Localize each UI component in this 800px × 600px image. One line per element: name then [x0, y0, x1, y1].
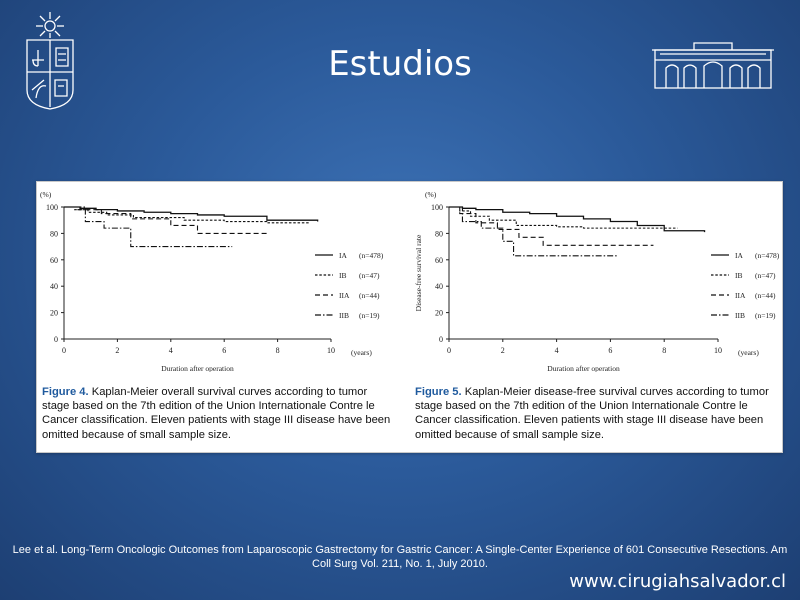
legend-label-iib: IIB: [735, 311, 745, 320]
website-url: www.cirugiahsalvador.cl: [569, 571, 786, 592]
x-tick-label: 6: [608, 346, 612, 355]
x-tick-label: 10: [714, 346, 722, 355]
x-tick-label: 8: [662, 346, 666, 355]
series-line-ib: [64, 206, 310, 224]
series-line-ia: [449, 206, 706, 233]
x-tick-label: 10: [327, 346, 335, 355]
y-tick-label: 20: [50, 309, 58, 318]
legend-label-ib: IB: [339, 271, 347, 280]
figure-5-caption: Figure 5. Kaplan-Meier disease-free surv…: [415, 385, 777, 442]
series-line-iia: [64, 206, 267, 234]
overall-survival-plot: 0 20 40 60 80 100 0 2 4 6 8 10 (%) (years) Duration af…: [37, 190, 384, 372]
legend-label-iib: IIB: [339, 311, 349, 320]
y-tick-label: 60: [435, 256, 443, 265]
x-unit-label: (years): [738, 348, 759, 357]
x-tick-label: 4: [169, 346, 173, 355]
citation: Lee et al. Long-Term Oncologic Outcomes …: [12, 544, 788, 570]
legend-n-iib: (n=19): [359, 311, 380, 320]
legend-label-ia: IA: [339, 251, 347, 260]
y-tick-label: 20: [435, 309, 443, 318]
figure-panel: 0 20 40 60 80 100 0 2 4 6 8 10 (%) (years) Duration af…: [36, 181, 783, 453]
y-unit-label: (%): [40, 190, 52, 199]
legend-n-ib: (n=47): [359, 271, 380, 280]
legend-n-iia: (n=44): [755, 291, 776, 300]
y-tick-label: 100: [46, 203, 58, 212]
y-axis-label: Disease-free survival rate: [414, 234, 423, 311]
legend-label-iia: IIA: [339, 291, 350, 300]
legend-n-ia: (n=478): [359, 251, 384, 260]
series-line-ib: [449, 206, 678, 229]
figure-5-chart: 0 20 40 60 80 100 0 2 4 6 8 10 (%) (years) Duration af…: [411, 182, 781, 372]
legend-label-ib: IB: [735, 271, 743, 280]
x-axis-label: Duration after operation: [547, 364, 620, 372]
figure-4-caption: Figure 4. Kaplan-Meier overall survival …: [42, 385, 397, 442]
hospital-building-icon: [652, 42, 774, 89]
y-tick-label: 0: [54, 335, 58, 344]
disease-free-survival-plot: 0 20 40 60 80 100 0 2 4 6 8 10 (%) (years) Duration af…: [414, 190, 780, 372]
slide-title: Estudios: [328, 44, 472, 84]
y-tick-label: 100: [431, 203, 443, 212]
series-line-iib: [449, 206, 619, 257]
series-line-ia: [64, 206, 319, 222]
x-unit-label: (years): [351, 348, 372, 357]
y-tick-label: 0: [439, 335, 443, 344]
legend-label-iia: IIA: [735, 291, 746, 300]
y-tick-label: 80: [50, 229, 58, 238]
figure-4-text: Kaplan-Meier overall survival curves acc…: [42, 386, 391, 441]
figure-4-chart: 0 20 40 60 80 100 0 2 4 6 8 10 (%) (years) Duration af…: [37, 182, 409, 372]
x-tick-label: 4: [555, 346, 559, 355]
figure-4-label: Figure 4.: [42, 386, 89, 398]
y-tick-label: 40: [50, 282, 58, 291]
legend-n-iia: (n=44): [359, 291, 380, 300]
series-line-iib: [64, 206, 233, 248]
y-tick-label: 60: [50, 256, 58, 265]
legend-label-ia: IA: [735, 251, 743, 260]
figure-5-text: Kaplan-Meier disease-free survival curve…: [415, 386, 769, 441]
x-axis-label: Duration after operation: [161, 364, 234, 372]
legend-n-iib: (n=19): [755, 311, 776, 320]
y-tick-label: 40: [435, 282, 443, 291]
y-tick-label: 80: [435, 229, 443, 238]
x-tick-label: 0: [447, 346, 451, 355]
series-line-iia: [449, 206, 654, 246]
x-tick-label: 0: [62, 346, 66, 355]
university-crest-icon: [26, 12, 74, 110]
y-unit-label: (%): [425, 190, 437, 199]
y-axis-label: Overall survival rate: [37, 242, 38, 304]
legend-n-ib: (n=47): [755, 271, 776, 280]
x-tick-label: 2: [115, 346, 119, 355]
figure-5-label: Figure 5.: [415, 386, 462, 398]
x-tick-label: 6: [222, 346, 226, 355]
x-tick-label: 8: [276, 346, 280, 355]
x-tick-label: 2: [501, 346, 505, 355]
legend-n-ia: (n=478): [755, 251, 780, 260]
